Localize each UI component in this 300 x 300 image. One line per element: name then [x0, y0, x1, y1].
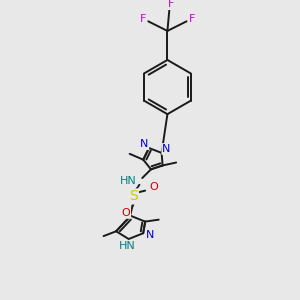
Text: O: O: [122, 208, 130, 218]
Text: F: F: [140, 14, 146, 24]
Text: F: F: [188, 14, 195, 24]
Text: F: F: [168, 0, 175, 9]
Text: HN: HN: [120, 176, 136, 186]
Text: O: O: [149, 182, 158, 192]
Text: N: N: [146, 230, 154, 240]
Text: N: N: [140, 139, 148, 149]
Text: N: N: [162, 144, 171, 154]
Text: S: S: [129, 189, 138, 203]
Text: HN: HN: [118, 241, 135, 251]
